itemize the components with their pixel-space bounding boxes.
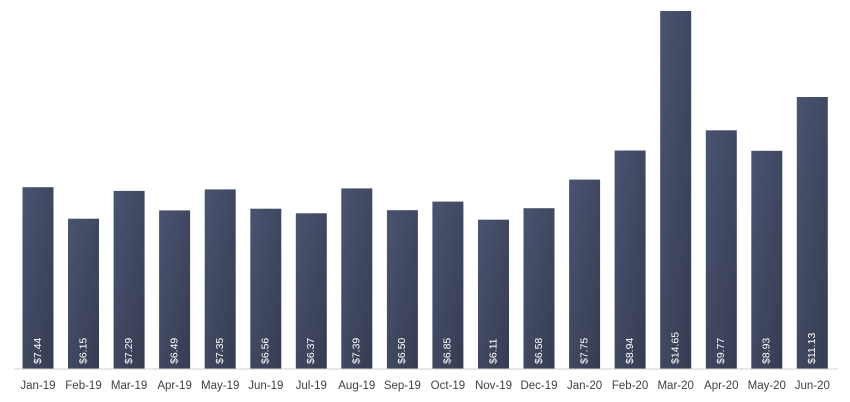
x-tick-label: Jun-19	[248, 380, 283, 392]
value-label: $6.15	[77, 338, 89, 364]
bar-jun-19	[250, 208, 282, 369]
x-tick-label: Feb-20	[612, 380, 648, 392]
value-label: $8.93	[761, 338, 773, 364]
bars-group: $7.44 $6.15 $7.29 $6.49 $7.35 $6.56 $6.37 $7.39…	[22, 11, 828, 369]
x-tick-label: Jul-19	[296, 380, 327, 392]
x-tick-label: Mar-19	[111, 380, 147, 392]
value-label: $7.39	[351, 338, 363, 364]
x-tick-label: May-19	[201, 380, 239, 392]
bar-jun-20	[796, 97, 828, 369]
value-label: $8.94	[624, 338, 636, 364]
bar-apr-20	[705, 130, 737, 369]
bar-sep-19	[386, 210, 418, 369]
bar-mar-20	[660, 11, 692, 369]
value-label: $6.58	[533, 338, 545, 364]
x-tick-label: Sep-19	[384, 380, 421, 392]
value-label: $7.44	[32, 338, 44, 364]
value-label: $11.13	[806, 333, 818, 364]
value-label: $6.85	[442, 338, 454, 364]
bar-jan-20	[569, 179, 601, 369]
x-tick-label: Mar-20	[657, 380, 693, 392]
value-label: $6.50	[396, 338, 408, 364]
value-label: $6.49	[168, 338, 180, 364]
x-tick-label: Nov-19	[475, 380, 512, 392]
x-axis-labels: Jan-19 Feb-19 Mar-19 Apr-19 May-19 Jun-19 Jul-…	[20, 380, 829, 392]
value-label: $7.35	[214, 338, 226, 364]
x-tick-label: Oct-19	[431, 380, 466, 392]
bar-apr-19	[159, 210, 191, 369]
x-tick-label: Apr-20	[704, 380, 739, 392]
bar-dec-19	[523, 208, 555, 369]
bar-nov-19	[478, 219, 509, 369]
bar-feb-20	[614, 150, 646, 369]
value-label: $6.56	[260, 338, 272, 364]
bar-mar-19	[113, 190, 145, 369]
x-tick-label: Jan-19	[20, 380, 55, 392]
bar-may-20	[751, 150, 783, 369]
bar-feb-19	[68, 218, 99, 369]
x-tick-label: May-20	[748, 380, 786, 392]
x-tick-label: Feb-19	[65, 380, 101, 392]
bar-may-19	[204, 189, 236, 369]
value-label: $7.29	[123, 338, 135, 364]
x-tick-label: Apr-19	[157, 380, 192, 392]
value-label: $6.11	[487, 338, 499, 364]
x-tick-label: Aug-19	[338, 380, 375, 392]
bar-jul-19	[295, 213, 327, 369]
x-tick-label: Jun-20	[795, 380, 830, 392]
x-tick-label: Jan-20	[567, 380, 602, 392]
bar-aug-19	[341, 188, 373, 369]
value-label: $9.77	[715, 338, 727, 364]
bar-jan-19	[22, 187, 54, 369]
bar-oct-19	[432, 201, 464, 369]
x-tick-label: Dec-19	[520, 380, 557, 392]
value-label: $14.65	[669, 332, 681, 364]
value-label: $7.75	[578, 338, 590, 364]
value-label: $6.37	[305, 338, 317, 364]
